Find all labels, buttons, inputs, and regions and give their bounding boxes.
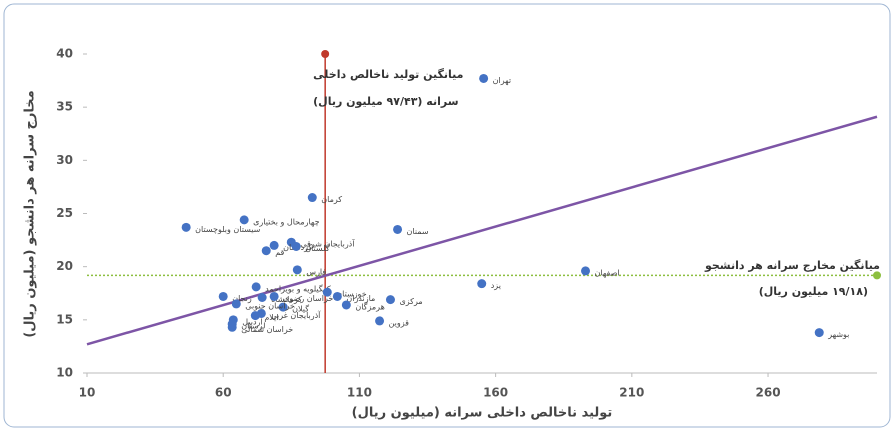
y-tick-label: 35 — [56, 100, 73, 114]
point-label: اصفهان — [595, 268, 620, 277]
mean-x-annotation: میانگین تولید ناخالص داخلی — [313, 68, 463, 81]
trendline — [86, 115, 878, 346]
point-label: ایلام — [264, 313, 278, 322]
y-tick-label: 15 — [56, 312, 73, 326]
point — [227, 322, 237, 332]
point-label: گلستان — [305, 243, 330, 253]
point — [251, 282, 261, 292]
point-label: مرکزی — [399, 297, 422, 306]
point — [341, 300, 351, 310]
point-label: لرستان — [241, 322, 265, 331]
point — [250, 311, 260, 321]
point-label: اردبیل — [242, 317, 262, 326]
point-label: آذربایجان غربی — [270, 310, 321, 320]
mean-y-annotation: میانگین مخارج سرانه هر دانشجو — [704, 259, 880, 273]
y-tick-label: 10 — [56, 366, 73, 380]
point-label: خراسان رضوی — [283, 294, 333, 303]
y-tick-label: 25 — [56, 206, 73, 220]
x-tick-label: 60 — [215, 386, 232, 400]
point — [814, 328, 824, 338]
point-label: کرمانشاه — [271, 295, 302, 304]
point — [307, 193, 317, 203]
point-label: هرمزگان — [355, 301, 384, 311]
point-label: مازندران — [346, 294, 375, 303]
y-tick-label: 20 — [56, 259, 73, 273]
point-label: تهران — [493, 76, 511, 85]
point-label: خراسان شمالی — [241, 325, 293, 334]
x-tick-label: 10 — [79, 386, 96, 400]
point-label: خوزستان — [336, 290, 366, 299]
point — [261, 246, 271, 256]
mean-y-annotation: (۱۹/۱۸ میلیون ریال) — [759, 285, 868, 298]
point-label: قم — [275, 248, 284, 257]
y-axis-title: مخارج سرانه هر دانشجو (میلیون ریال) — [23, 90, 38, 337]
point — [332, 291, 342, 301]
mean-x-point — [321, 50, 330, 58]
point — [581, 266, 591, 276]
point-label: آذربایجان شرقی — [300, 239, 355, 249]
point-label: سمنان — [407, 227, 429, 236]
point — [269, 240, 279, 250]
point-label: چهارمحال و بختیاری — [253, 217, 319, 226]
point — [257, 293, 267, 303]
mean-x-annotation: سرانه (۹۷/۴۳ میلیون ریال) — [313, 95, 458, 108]
x-tick-label: 160 — [483, 386, 508, 400]
point-label: بوشهر — [827, 330, 849, 339]
mean-y-point — [873, 271, 881, 280]
x-tick-label: 260 — [756, 386, 781, 400]
point — [239, 215, 249, 225]
x-tick-label: 210 — [619, 386, 644, 400]
point-label: کهگیلویه و بویراحمد — [265, 283, 331, 293]
chart-frame — [3, 3, 891, 428]
x-tick-label: 110 — [347, 386, 372, 400]
point-label: قزوین — [389, 318, 410, 327]
point — [181, 222, 191, 232]
point — [291, 241, 301, 251]
point-label: خراسان جنوبی — [245, 301, 295, 310]
point — [385, 295, 395, 305]
point-label: فارس — [306, 267, 326, 276]
point-label: سیستان وبلوچستان — [195, 225, 261, 234]
point-label: زنجان — [232, 294, 252, 303]
point — [393, 224, 403, 234]
point — [375, 316, 385, 326]
point-label: گیلان — [292, 304, 309, 314]
point — [322, 287, 332, 297]
point-label: یزد — [491, 281, 501, 290]
point — [218, 291, 228, 301]
point — [292, 265, 302, 275]
point — [269, 291, 279, 301]
point — [231, 299, 241, 309]
point — [278, 302, 288, 312]
point-label: کرمان — [321, 195, 342, 204]
point — [479, 73, 489, 83]
y-tick-label: 40 — [56, 47, 73, 61]
y-tick-label: 30 — [56, 153, 73, 167]
x-axis-title: تولید ناخالص داخلی سرانه (میلیون ریال) — [352, 406, 613, 421]
point — [477, 279, 487, 289]
